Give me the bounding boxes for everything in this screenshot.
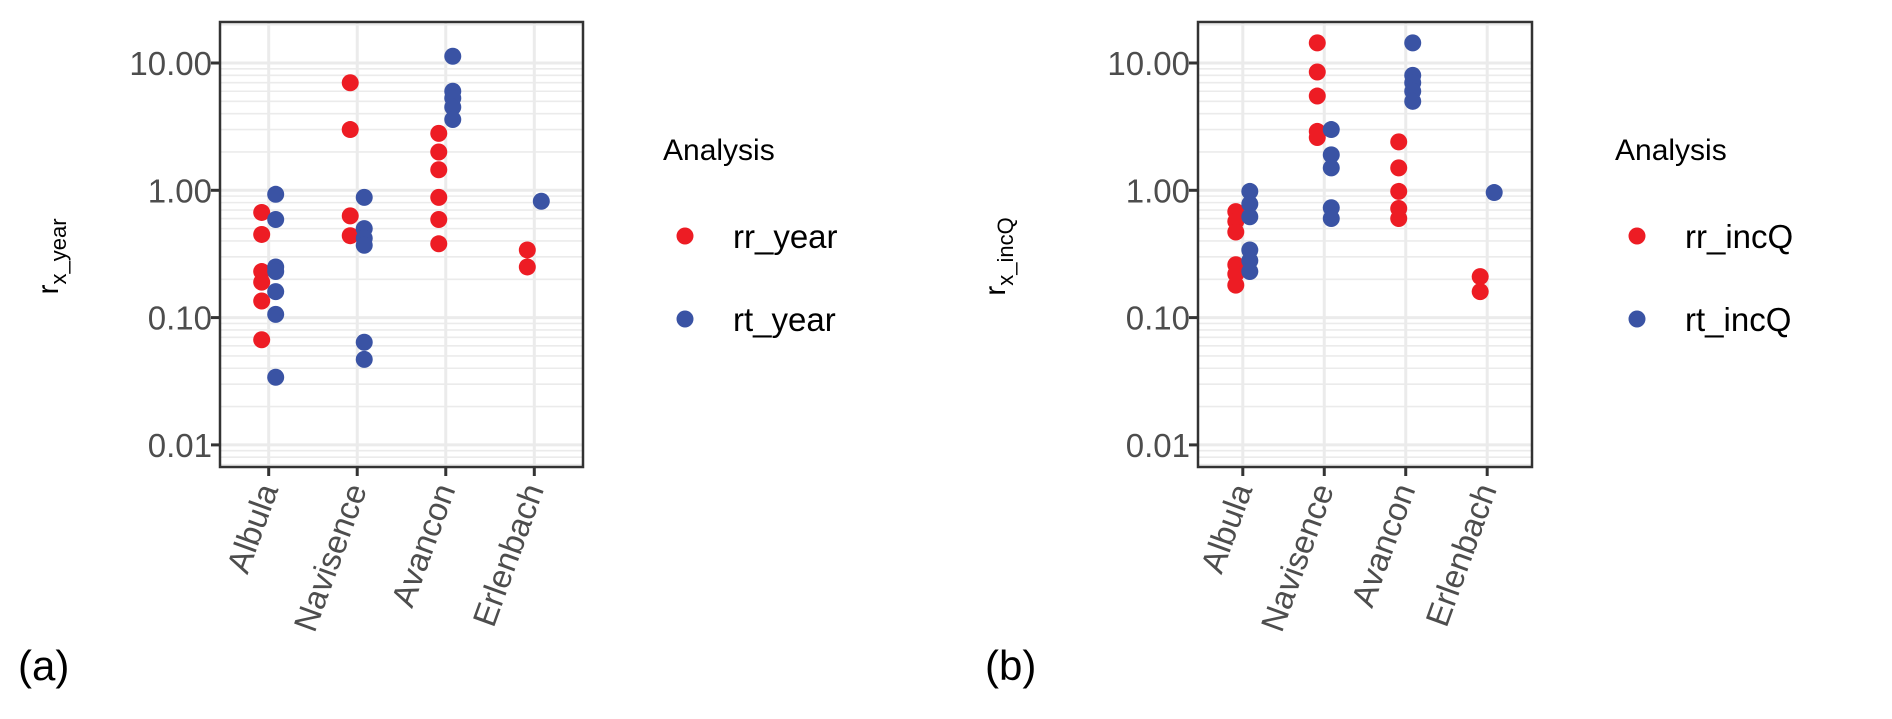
legend-key-rr_year — [676, 227, 694, 245]
legend: Analysis rr_incQ rt_incQ — [1615, 134, 1793, 338]
panel-tag: (b) — [985, 642, 1036, 689]
data-point-rr_year-avancon — [430, 235, 448, 253]
y-tick-label: 10.00 — [1107, 45, 1190, 82]
data-point-rt_year-navisence — [355, 188, 373, 206]
y-axis-title: rx_incQ — [979, 217, 1018, 295]
data-point-rt_incQ-navisence — [1322, 159, 1340, 177]
data-point-rt_year-navisence — [355, 333, 373, 351]
data-point-rt_year-albula — [267, 263, 285, 281]
y-tick-label: 1.00 — [1126, 172, 1190, 209]
data-point-rr_incQ-navisence — [1308, 63, 1326, 81]
y-tick-label: 10.00 — [129, 45, 212, 82]
data-point-rt_incQ-erlenbach — [1485, 184, 1503, 202]
data-point-rt_year-albula — [267, 210, 285, 228]
y-tick-label: 0.10 — [148, 300, 212, 337]
data-point-rt_year-albula — [267, 185, 285, 203]
y-tick-label: 0.01 — [1126, 427, 1190, 464]
data-point-rt_year-erlenbach — [532, 192, 550, 210]
x-category-label: Avancon — [384, 479, 462, 612]
data-point-rr_year-albula — [253, 331, 271, 349]
points — [1227, 34, 1503, 301]
data-point-rt_year-avancon — [444, 110, 462, 128]
data-point-rt_incQ-albula — [1241, 195, 1259, 213]
y-axis-title-subscript: x_year — [46, 218, 71, 284]
data-point-rt_incQ-navisence — [1322, 146, 1340, 164]
legend-label-rr_year: rr_year — [733, 218, 838, 255]
x-category-label: Avancon — [1344, 479, 1422, 612]
data-point-rr_year-navisence — [341, 121, 359, 139]
data-point-rt_incQ-avancon — [1404, 34, 1422, 52]
data-point-rr_incQ-erlenbach — [1471, 268, 1489, 286]
x-category-label: Albula — [1193, 478, 1259, 577]
panel-tag: (a) — [18, 642, 69, 689]
data-point-rt_incQ-navisence — [1322, 210, 1340, 228]
x-category-label: Navisence — [1253, 479, 1340, 636]
legend-title: Analysis — [663, 134, 775, 167]
x-category-label: Albula — [219, 478, 285, 577]
data-point-rt_year-avancon — [444, 98, 462, 116]
y-tick-label: 0.10 — [1126, 300, 1190, 337]
y-axis-title-main: r — [32, 285, 65, 295]
data-point-rr_incQ-albula — [1227, 276, 1245, 294]
data-point-rr_year-avancon — [430, 143, 448, 161]
data-point-rr_incQ-erlenbach — [1471, 283, 1489, 301]
legend-label-rt_year: rt_year — [733, 301, 836, 338]
data-point-rr_incQ-avancon — [1390, 133, 1408, 151]
data-point-rt_incQ-albula — [1241, 208, 1259, 226]
y-axis-title: rx_year — [32, 218, 71, 294]
data-point-rr_incQ-avancon — [1390, 210, 1408, 228]
data-point-rt_incQ-albula — [1241, 263, 1259, 281]
data-point-rr_year-erlenbach — [518, 258, 536, 276]
data-point-rr_year-albula — [253, 273, 271, 291]
data-point-rr_incQ-navisence — [1308, 87, 1326, 105]
data-point-rt_year-navisence — [355, 236, 373, 254]
data-point-rr_incQ-navisence — [1308, 34, 1326, 52]
data-point-rr_incQ-albula — [1227, 223, 1245, 241]
legend-key-rr_incQ — [1628, 227, 1646, 245]
data-point-rr_year-navisence — [341, 207, 359, 225]
x-category-label: Erlenbach — [1418, 479, 1504, 631]
gridlines — [220, 22, 583, 467]
data-point-rt_year-avancon — [444, 47, 462, 65]
legend-label-rr_incQ: rr_incQ — [1685, 218, 1793, 255]
legend: Analysis rr_year rt_year — [663, 134, 838, 338]
data-point-rt_incQ-avancon — [1404, 92, 1422, 110]
data-point-rr_incQ-navisence — [1308, 128, 1326, 146]
data-point-rr_year-albula — [253, 292, 271, 310]
x-category-label: Navisence — [286, 479, 373, 636]
data-point-rt_year-albula — [267, 368, 285, 386]
panel-border — [1196, 20, 1534, 469]
y-tick-label: 1.00 — [148, 172, 212, 209]
legend-key-rt_year — [676, 310, 694, 328]
x-category-label: Erlenbach — [465, 479, 551, 631]
data-point-rr_year-erlenbach — [518, 241, 536, 259]
points — [253, 47, 550, 386]
panel-border — [218, 20, 585, 469]
data-point-rt_incQ-albula — [1241, 182, 1259, 200]
y-axis-title-subscript: x_incQ — [993, 217, 1018, 285]
y-axis-title-main: r — [979, 286, 1012, 296]
legend-label-rt_incQ: rt_incQ — [1685, 301, 1791, 338]
data-point-rr_year-avancon — [430, 188, 448, 206]
data-point-rt_year-navisence — [355, 350, 373, 368]
data-point-rr_year-albula — [253, 225, 271, 243]
legend-key-rt_incQ — [1628, 310, 1646, 328]
gridlines — [1198, 22, 1532, 467]
y-tick-label: 0.01 — [148, 427, 212, 464]
data-point-rr_incQ-avancon — [1390, 182, 1408, 200]
data-point-rr_year-avancon — [430, 161, 448, 179]
data-point-rr_year-navisence — [341, 74, 359, 92]
data-point-rr_year-avancon — [430, 124, 448, 142]
legend-title: Analysis — [1615, 134, 1727, 167]
data-point-rt_incQ-navisence — [1322, 121, 1340, 139]
data-point-rt_year-albula — [267, 283, 285, 301]
data-point-rr_year-avancon — [430, 210, 448, 228]
data-point-rt_year-albula — [267, 305, 285, 323]
data-point-rr_year-navisence — [341, 227, 359, 245]
data-point-rr_incQ-avancon — [1390, 159, 1408, 177]
data-point-rr_year-albula — [253, 203, 271, 221]
